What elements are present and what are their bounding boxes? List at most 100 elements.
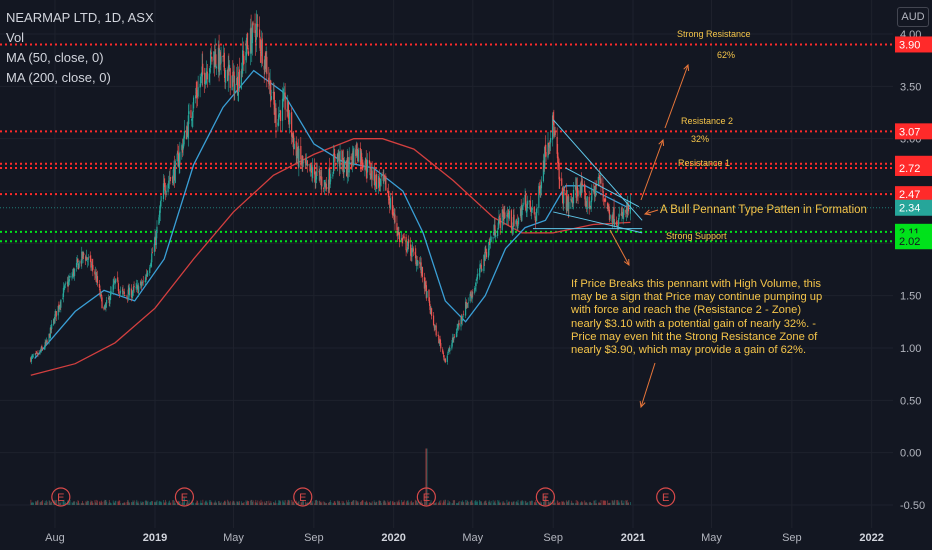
candle-body <box>341 150 343 162</box>
volume-bar <box>498 500 500 505</box>
candle-body <box>187 115 189 139</box>
volume-bar <box>447 500 449 505</box>
price-level-tag <box>895 123 932 140</box>
candle-body <box>502 209 504 214</box>
candle-body <box>250 27 252 52</box>
candle-body <box>265 59 267 71</box>
candle-body <box>495 234 497 238</box>
currency-button[interactable]: AUD <box>897 7 929 27</box>
candle-body <box>540 189 542 196</box>
candle-body <box>599 175 601 180</box>
volume-bar <box>376 501 378 505</box>
volume-bar <box>328 502 330 505</box>
candle-body <box>426 291 428 298</box>
candle-body <box>115 278 117 283</box>
candle-body <box>191 118 193 121</box>
volume-bar <box>585 501 587 505</box>
candle-body <box>251 39 253 53</box>
candle-body <box>478 273 480 276</box>
earnings-marker <box>51 487 71 507</box>
candle-body <box>510 210 512 228</box>
candle-body <box>568 201 570 209</box>
volume-bar <box>600 499 602 505</box>
earnings-marker <box>174 487 195 507</box>
candle-body <box>415 260 418 266</box>
volume-bar <box>160 501 162 505</box>
volume-bar <box>206 502 208 505</box>
volume-bar <box>280 501 282 505</box>
volume-bar <box>454 500 456 505</box>
candle-body <box>87 257 89 260</box>
volume-bar <box>334 501 336 505</box>
symbol-title[interactable]: NEARMAP LTD, 1D, ASX <box>6 10 154 25</box>
volume-bar <box>247 501 249 505</box>
volume-bar <box>547 501 549 505</box>
legend-ma50[interactable]: MA (50, close, 0) <box>6 50 104 65</box>
volume-bar <box>371 503 372 505</box>
candle-body <box>508 215 510 219</box>
candle-body <box>218 44 220 72</box>
volume-bar <box>246 500 248 505</box>
volume-bar <box>452 503 454 505</box>
candle-body <box>172 169 174 185</box>
candle-body <box>412 248 414 252</box>
volume-bar <box>58 500 60 505</box>
candle-body <box>238 71 240 92</box>
candle-body <box>114 280 116 284</box>
candle-body <box>260 40 263 57</box>
candle-body <box>430 308 433 316</box>
volume-bar <box>613 502 614 505</box>
candle-body <box>264 56 266 69</box>
volume-bar <box>462 502 464 505</box>
candle-body <box>617 225 619 227</box>
price-axis[interactable]: 4.003.503.002.502.001.501.000.500.00-0.5… <box>893 0 932 550</box>
candle-body <box>489 239 492 243</box>
volume-bar <box>411 503 413 505</box>
volume-bar <box>184 497 185 505</box>
volume-bar <box>81 502 83 505</box>
volume-bar <box>182 502 184 505</box>
volume-bar <box>265 501 267 505</box>
volume-bar <box>517 499 519 505</box>
volume-bar <box>229 503 231 505</box>
volume-bar <box>218 501 219 505</box>
volume-bar <box>229 501 231 505</box>
volume-bar <box>371 501 373 505</box>
volume-bar <box>621 500 623 505</box>
volume-bar <box>472 502 474 505</box>
time-axis[interactable]: Aug 2019 May Sep 2020 May Sep 2021 May Sep 2022 <box>0 528 932 550</box>
candle-body <box>51 324 53 330</box>
candle-body <box>96 275 98 281</box>
candle-body <box>315 177 317 184</box>
candle-body <box>384 177 386 180</box>
price-level-lines <box>0 43 893 243</box>
volume-bar <box>310 500 312 505</box>
volume-bar <box>618 500 620 505</box>
volume-bar <box>204 502 206 505</box>
volume-bar <box>209 501 211 505</box>
candle-body <box>252 22 254 26</box>
volume-bar <box>265 503 267 505</box>
candle-body <box>563 191 565 204</box>
volume-bar <box>219 502 221 505</box>
volume-bar <box>420 500 422 505</box>
volume-bar <box>415 500 417 505</box>
volume-bar <box>594 500 595 505</box>
candle-body <box>461 317 463 320</box>
volume-bar <box>152 501 153 505</box>
volume-bar <box>288 501 290 505</box>
volume-bar <box>153 501 155 505</box>
time-tick-label: Sep <box>782 532 802 544</box>
volume-bar <box>565 500 567 505</box>
candle-body <box>527 200 529 205</box>
volume-bar <box>146 501 148 505</box>
volume-bar <box>346 500 348 505</box>
time-axis-background <box>0 528 932 550</box>
legend-ma200[interactable]: MA (200, close, 0) <box>6 70 111 85</box>
legend-volume[interactable]: Vol <box>6 30 25 45</box>
volume-bar <box>252 500 254 505</box>
candle-body <box>133 285 135 288</box>
candle-body <box>237 91 239 96</box>
volume-bar <box>251 499 253 505</box>
